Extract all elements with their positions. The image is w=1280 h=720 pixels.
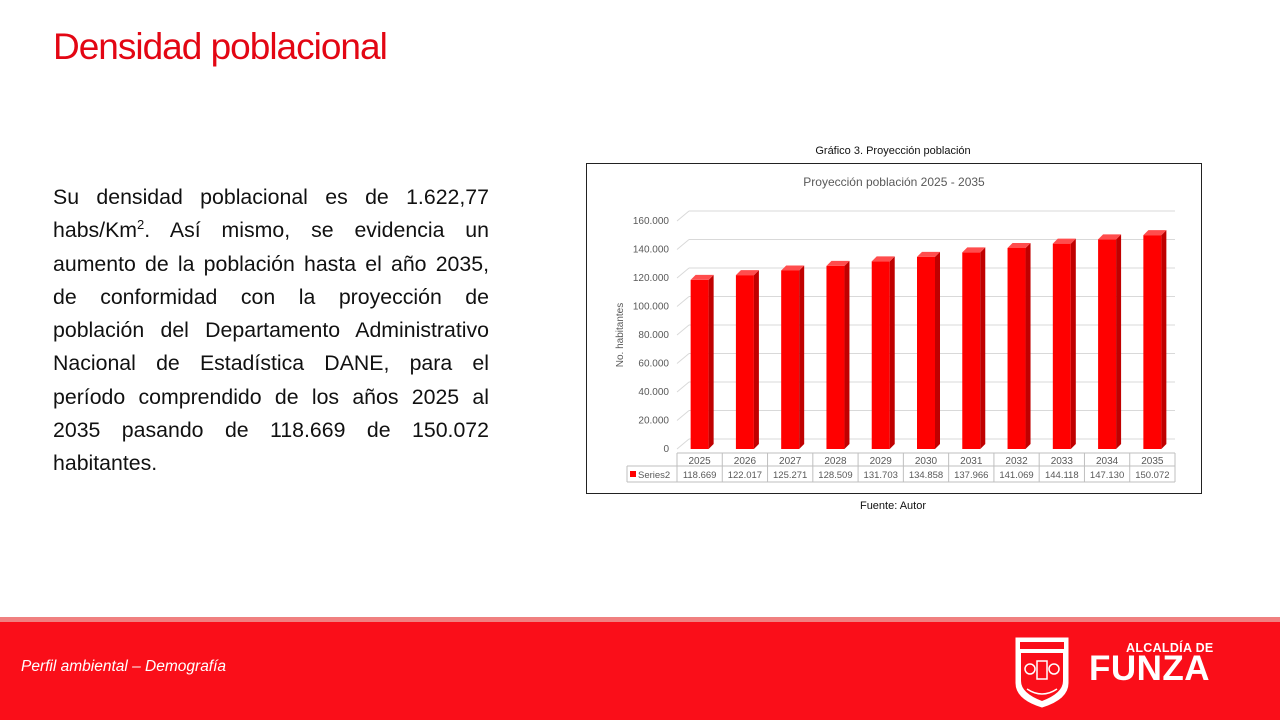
bar-top <box>917 251 940 257</box>
data-label: 131.703 <box>864 470 898 481</box>
data-label: 141.069 <box>999 470 1033 481</box>
legend-series-name: Series2 <box>638 470 670 481</box>
bar <box>962 252 981 449</box>
x-tick-label: 2026 <box>734 456 757 467</box>
y-tick-label: 0 <box>663 444 669 455</box>
data-label: 125.271 <box>773 470 807 481</box>
gridline-diagonal <box>676 438 690 450</box>
gridline-diagonal <box>676 296 690 307</box>
bar-top <box>735 270 759 276</box>
chart-title: Proyección población 2025 - 2035 <box>803 175 985 189</box>
x-tick-label: 2028 <box>824 456 847 467</box>
data-label: 144.118 <box>1045 470 1079 481</box>
y-tick-label: 140.000 <box>633 245 670 256</box>
bar-side <box>935 251 940 449</box>
paragraph-superscript: 2 <box>137 217 145 233</box>
x-tick-label: 2030 <box>915 456 938 467</box>
footer-divider <box>0 617 1280 622</box>
gridline-diagonal <box>676 353 690 364</box>
brand-top-text: ALCALDÍA DE <box>1126 641 1214 655</box>
bar <box>1143 235 1162 449</box>
data-label: 137.966 <box>954 470 988 481</box>
bar-top <box>781 265 805 271</box>
paragraph-text-2: . Así mismo, se evidencia un aumento de … <box>53 218 489 476</box>
bar <box>826 265 845 449</box>
data-label: 118.669 <box>683 470 717 481</box>
y-tick-label: 40.000 <box>638 387 669 398</box>
bar <box>1007 247 1026 449</box>
paragraph-text-1: Su densidad poblacional es de 1.622,77 h… <box>53 185 489 243</box>
x-tick-label: 2025 <box>689 456 712 467</box>
gridline-diagonal <box>676 410 690 421</box>
bar-top <box>1007 242 1031 248</box>
footer-text: Perfil ambiental – Demografía <box>21 658 227 675</box>
y-tick-label: 160.000 <box>633 216 670 227</box>
bar-side <box>1161 230 1167 449</box>
slide-title: Densidad poblacional <box>53 26 388 67</box>
gridline-diagonal <box>676 210 690 222</box>
y-axis-label: No. habitantes <box>615 303 626 368</box>
bar-top <box>690 274 714 280</box>
y-tick-label: 120.000 <box>633 273 670 284</box>
y-tick-label: 20.000 <box>638 416 669 427</box>
x-tick-label: 2032 <box>1005 456 1028 467</box>
body-paragraph: Su densidad poblacional es de 1.622,77 h… <box>53 181 489 481</box>
bar-side <box>753 270 759 449</box>
y-tick-label: 60.000 <box>638 359 669 370</box>
bar-side <box>844 260 850 449</box>
x-tick-label: 2029 <box>870 456 893 467</box>
bar-side <box>799 265 805 449</box>
bar-top <box>1052 238 1076 244</box>
x-tick-label: 2034 <box>1096 456 1119 467</box>
source-caption: Fuente: Autor <box>859 500 927 512</box>
bar-side <box>889 256 895 449</box>
gridline-diagonal <box>676 239 690 250</box>
data-label: 122.017 <box>728 470 762 481</box>
legend-swatch <box>630 471 636 477</box>
bar-side <box>1116 234 1122 449</box>
bar <box>1052 243 1071 449</box>
bar-side <box>1025 242 1031 449</box>
bar-top <box>871 256 895 262</box>
y-tick-label: 100.000 <box>633 302 670 313</box>
y-tick-label: 80.000 <box>638 330 669 341</box>
gridline-diagonal <box>676 381 690 393</box>
bar <box>781 270 800 449</box>
data-label: 150.072 <box>1135 470 1169 481</box>
chart-frame: Proyección población 2025 - 2035 0 20.000 4… <box>586 163 1202 494</box>
bar <box>735 275 754 449</box>
data-label: 147.130 <box>1090 470 1124 481</box>
gridline-diagonal <box>676 324 690 336</box>
x-tick-label: 2027 <box>779 456 802 467</box>
brand-logo-text: FUNZA <box>1089 649 1211 688</box>
bar-top <box>826 260 850 266</box>
footer-bar: Perfil ambiental – Demografía ALCALDÍA D… <box>0 622 1280 720</box>
bar-top <box>1143 230 1167 236</box>
bar <box>1098 239 1117 449</box>
bar-side <box>708 274 714 449</box>
bar <box>917 256 935 449</box>
figure-caption: Gráfico 3. Proyección población <box>815 145 971 157</box>
bar-side <box>1070 238 1076 449</box>
population-chart: Proyección población 2025 - 2035 0 20.000 4… <box>615 175 1176 483</box>
bar-top <box>962 247 986 253</box>
bar <box>871 261 890 449</box>
data-label: 134.858 <box>909 470 943 481</box>
bar-side <box>980 247 986 449</box>
gridline-diagonal <box>676 267 690 279</box>
x-tick-label: 2035 <box>1141 456 1164 467</box>
data-label: 128.509 <box>818 470 852 481</box>
bar <box>690 279 709 449</box>
x-tick-label: 2031 <box>960 456 983 467</box>
municipal-seal-icon <box>1015 637 1069 708</box>
bar-top <box>1098 234 1122 240</box>
x-tick-label: 2033 <box>1051 456 1074 467</box>
